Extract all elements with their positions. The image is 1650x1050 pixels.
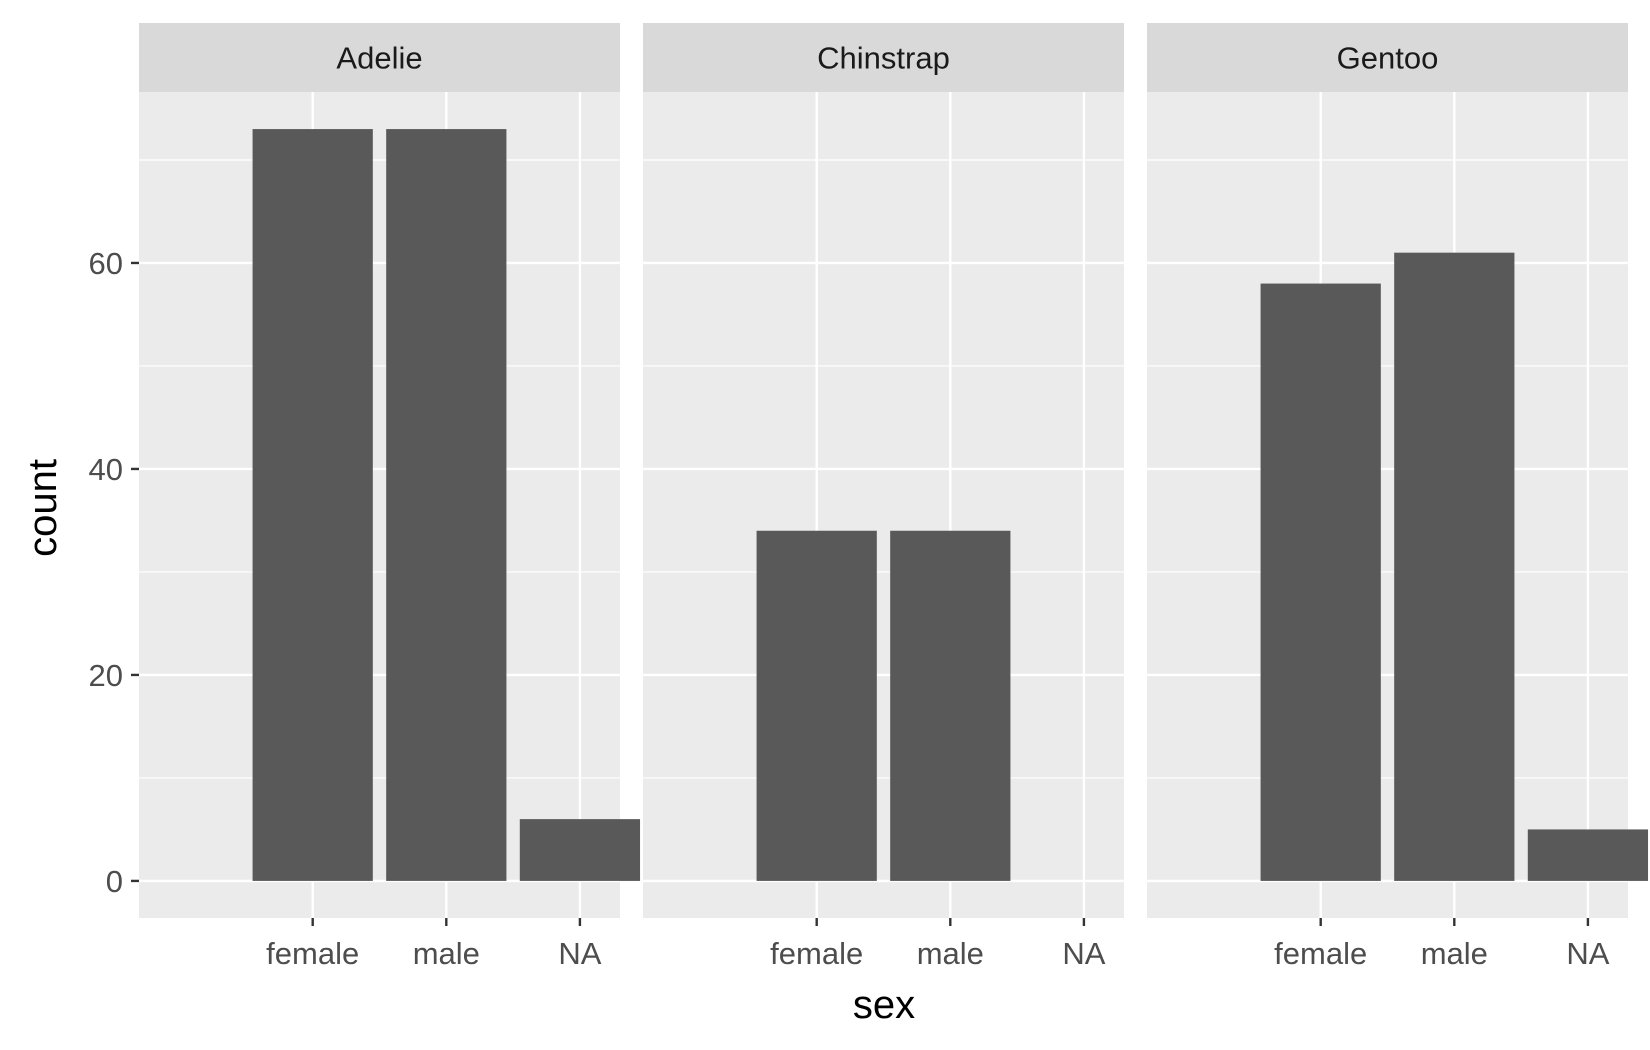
- x-tick-label: male: [413, 936, 480, 971]
- y-tick-label: 40: [89, 452, 123, 487]
- y-axis: 0 20 40 60: [89, 246, 139, 899]
- facet-strip: [643, 23, 1124, 92]
- x-tick-label: female: [1274, 936, 1367, 971]
- x-tick-label: female: [266, 936, 359, 971]
- x-tick-label: NA: [1062, 936, 1105, 971]
- bar-adelie-male: [386, 129, 507, 881]
- panel-background: [139, 92, 620, 918]
- panel-background: [1147, 92, 1628, 918]
- y-tick-label: 20: [89, 658, 123, 693]
- bar-gentoo-male: [1394, 252, 1515, 881]
- y-axis-title: count: [21, 459, 65, 557]
- x-tick-label: NA: [558, 936, 601, 971]
- bar-gentoo-female: [1260, 283, 1381, 881]
- x-tick-label: female: [770, 936, 863, 971]
- facet-strip-label: Chinstrap: [817, 41, 950, 76]
- x-axis-title: sex: [853, 983, 915, 1027]
- x-tick-label: NA: [1566, 936, 1609, 971]
- facet-panel-adelie: female male NA Adelie: [139, 23, 641, 971]
- facet-strip-label: Gentoo: [1337, 41, 1439, 76]
- facet-strip: [1147, 23, 1628, 92]
- x-tick-label: male: [1421, 936, 1488, 971]
- facet-strip: [139, 23, 620, 92]
- facet-panel-chinstrap: female male NA Chinstrap: [643, 23, 1124, 971]
- y-tick-label: 0: [106, 864, 123, 899]
- facet-strip-label: Adelie: [336, 41, 422, 76]
- bar-adelie-na: [519, 819, 641, 881]
- bar-chinstrap-male: [890, 530, 1011, 881]
- x-tick-label: male: [917, 936, 984, 971]
- bar-gentoo-na: [1527, 829, 1649, 881]
- y-tick-label: 60: [89, 246, 123, 281]
- bar-adelie-female: [252, 129, 373, 881]
- facet-panel-gentoo: female male NA Gentoo: [1147, 23, 1649, 971]
- panel-background: [643, 92, 1124, 918]
- bar-chinstrap-female: [756, 530, 877, 881]
